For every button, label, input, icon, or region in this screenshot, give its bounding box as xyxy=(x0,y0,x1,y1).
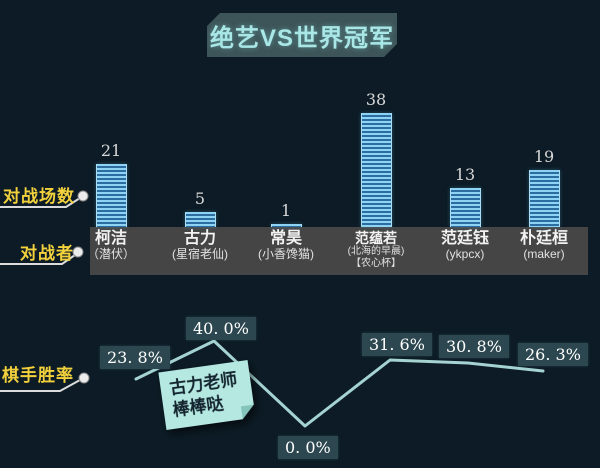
bar-value-label: 13 xyxy=(454,165,476,184)
opponent-name: 朴廷桓 xyxy=(519,230,568,247)
winrate-row-label: 棋手胜率 xyxy=(2,366,74,385)
bar-column-parkjunghwan: 19 xyxy=(504,147,584,227)
opponent-nickname: 【农心杯】 xyxy=(351,257,401,269)
bar-column-fantingyu: 13 xyxy=(425,165,505,227)
matches-bullet-dot xyxy=(77,190,89,202)
opponents-row-label: 对战者 xyxy=(20,244,74,263)
title-banner: 绝艺VS世界冠军 xyxy=(207,13,397,57)
winrate-value-box: 0. 0% xyxy=(278,436,338,459)
opponent-cell: 古力 (星宿老仙) xyxy=(152,230,248,262)
opponent-cell: 柯洁 （潜伏） xyxy=(63,230,159,262)
bar-column-changhao: 1 xyxy=(246,201,326,227)
winrate-bullet-dot xyxy=(78,372,90,384)
opponent-name: 柯洁 xyxy=(94,230,127,247)
opponent-nickname: (北海的早晨) xyxy=(347,246,405,258)
bar xyxy=(184,212,216,227)
bar xyxy=(95,164,127,227)
bar-value-label: 5 xyxy=(194,189,206,208)
winrate-value-box: 40. 0% xyxy=(186,317,256,340)
winrate-value-box: 31. 6% xyxy=(362,333,432,356)
winrate-value-box: 30. 8% xyxy=(439,335,509,358)
bar-column-kejie: 21 xyxy=(71,141,151,227)
bar-value-label: 38 xyxy=(365,90,387,109)
opponent-name: 古力 xyxy=(183,230,216,247)
opponent-nickname: (小香馋猫) xyxy=(258,247,314,262)
bar xyxy=(270,224,302,227)
winrate-line xyxy=(134,339,545,428)
opponent-nickname: (ykpcx) xyxy=(445,247,485,262)
bar-column-fanyunruo: 38 xyxy=(336,90,416,227)
bar-value-label: 1 xyxy=(280,201,292,220)
matches-leader-line xyxy=(0,197,81,208)
winrate-value-box: 26. 3% xyxy=(518,343,588,366)
opponent-cell: 朴廷桓 (maker) xyxy=(496,230,592,262)
opponent-nickname: （潜伏） xyxy=(86,247,135,262)
winrate-value-box: 23. 8% xyxy=(100,346,170,369)
opponent-cell: 范廷钰 (ykpcx) xyxy=(417,230,513,262)
opponent-nickname: (星宿老仙) xyxy=(172,247,228,262)
opponents-leader-line xyxy=(0,254,76,265)
opponent-cell: 常昊 (小香馋猫) xyxy=(238,230,334,262)
bar-value-label: 21 xyxy=(100,141,122,160)
matches-row-label: 对战场数 xyxy=(3,187,75,206)
bar-value-label: 19 xyxy=(533,147,555,166)
winrate-leader-line xyxy=(0,379,81,392)
opponent-name: 范蕴若 xyxy=(355,230,397,246)
opponents-bullet-dot xyxy=(72,246,84,258)
sticky-note: 古力老师 棒棒哒 xyxy=(158,360,256,430)
opponent-cell: 范蕴若 (北海的早晨) 【农心杯】 xyxy=(328,230,424,269)
bar xyxy=(360,113,392,227)
bar-column-guli: 5 xyxy=(160,189,240,227)
page-title: 绝艺VS世界冠军 xyxy=(209,24,394,52)
opponent-name: 范廷钰 xyxy=(440,230,489,247)
bar xyxy=(528,170,560,227)
bar xyxy=(449,188,481,227)
opponents-band xyxy=(90,227,588,275)
opponent-name: 常昊 xyxy=(269,230,302,247)
opponent-nickname: (maker) xyxy=(523,247,565,262)
